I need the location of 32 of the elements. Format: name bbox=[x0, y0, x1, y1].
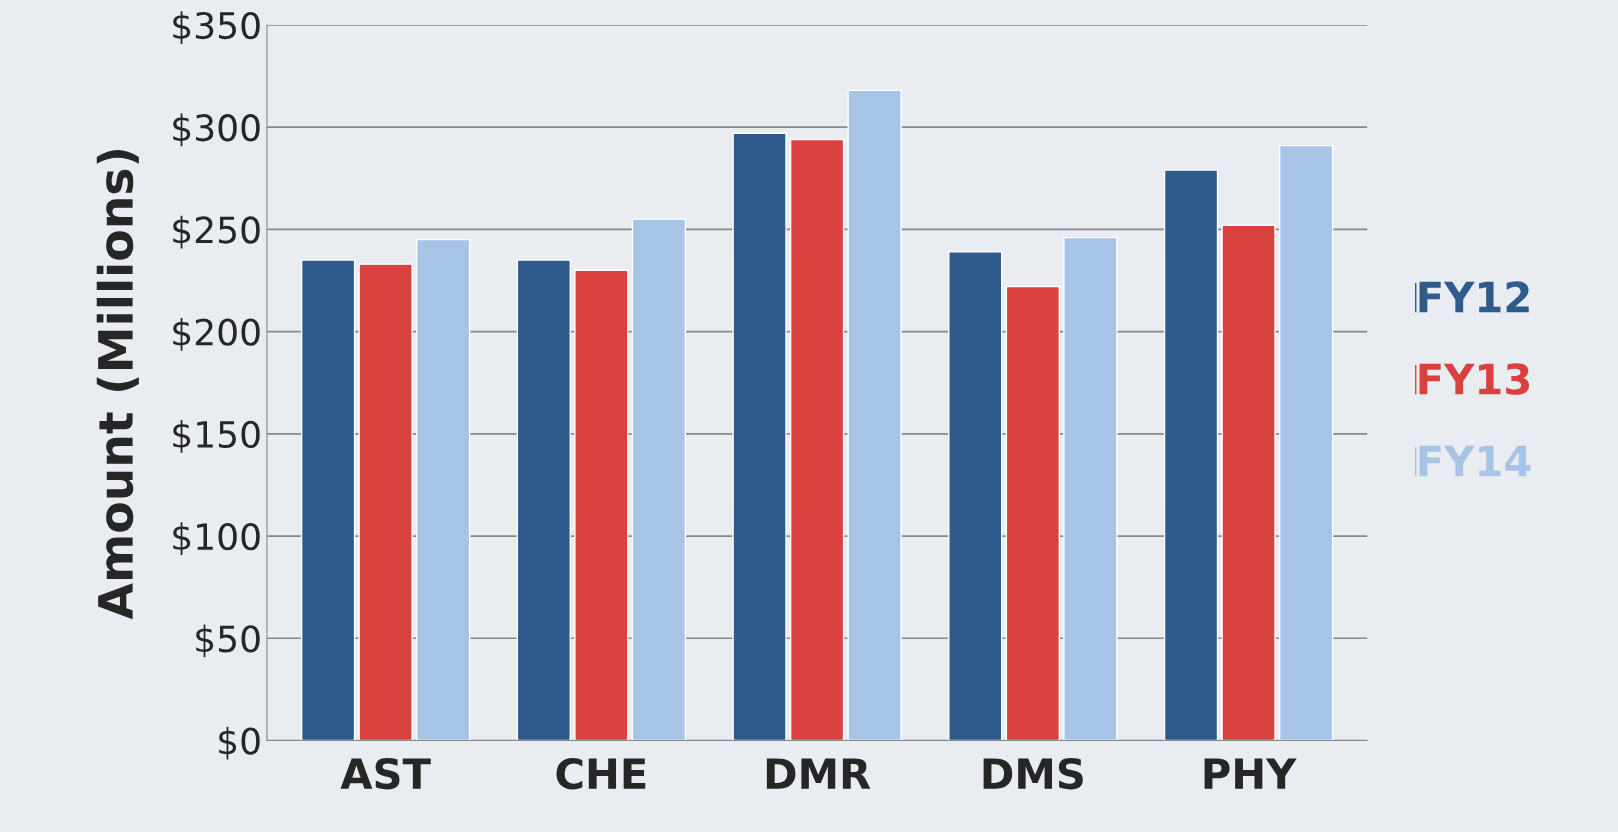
bar bbox=[789, 138, 845, 741]
y-tick-label: $200 bbox=[173, 317, 260, 351]
y-tick-label: $0 bbox=[219, 726, 260, 760]
bar bbox=[948, 251, 1003, 741]
bar bbox=[415, 238, 471, 741]
legend-label: FY13 bbox=[1419, 363, 1530, 395]
y-axis-title: Amount (Millions) bbox=[96, 150, 139, 620]
y-tick-label: $150 bbox=[173, 420, 260, 453]
y-tick-label: $350 bbox=[173, 11, 260, 44]
bar bbox=[1063, 236, 1118, 741]
bar bbox=[358, 263, 413, 741]
bar bbox=[516, 259, 571, 741]
bar bbox=[1163, 169, 1219, 741]
y-tick-label: $100 bbox=[173, 522, 260, 556]
y-tick-label: $250 bbox=[173, 215, 260, 249]
y-tick-label: $300 bbox=[173, 113, 260, 147]
x-tick-label: PHY bbox=[1204, 758, 1297, 789]
y-tick-label: $50 bbox=[196, 624, 260, 658]
legend-label: FY14 bbox=[1419, 445, 1531, 477]
bar bbox=[732, 132, 787, 741]
x-tick-label: DMS bbox=[983, 757, 1083, 790]
bar bbox=[1005, 285, 1060, 741]
x-tick-label: AST bbox=[340, 757, 431, 790]
bar bbox=[1278, 144, 1334, 741]
x-tick-label: CHE bbox=[556, 757, 646, 790]
x-tick-label: DMR bbox=[766, 758, 871, 789]
bar bbox=[300, 259, 356, 741]
bar bbox=[574, 269, 629, 741]
legend-label: FY12 bbox=[1419, 281, 1529, 313]
bar bbox=[1221, 224, 1276, 741]
bar bbox=[847, 89, 902, 741]
bar bbox=[631, 218, 687, 741]
